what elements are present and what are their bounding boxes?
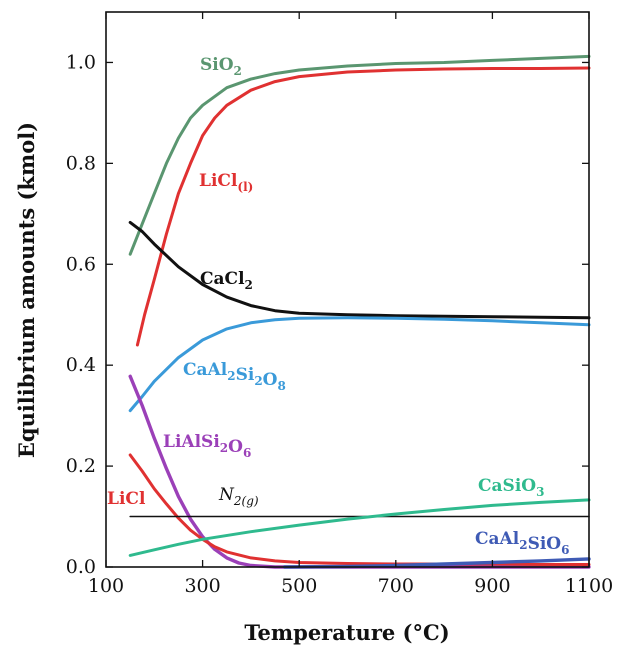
series-label-subscript: (l) [237, 180, 253, 194]
series-label-subscript: 6 [243, 446, 251, 460]
series-label-text: CaAl [183, 360, 228, 380]
series-line-2 [128, 220, 591, 320]
y-tick-label: 0.0 [66, 556, 96, 578]
axes-layer [105, 11, 590, 568]
series-label-1: LiCl(l) [199, 171, 253, 194]
series-label-subscript: 2 [227, 369, 235, 383]
series-label-subscript: 8 [277, 379, 285, 393]
y-tick-label: 1.0 [66, 51, 96, 73]
series-label-text: CaAl [475, 529, 520, 549]
y-tick-label: 0.2 [66, 455, 96, 477]
series-label-text: SiO [200, 55, 234, 75]
x-tick-label: 100 [88, 575, 124, 597]
series-label-8: CaAl2SiO6 [475, 529, 569, 557]
series-label-subscript: 6 [561, 543, 569, 557]
x-tick-label: 300 [184, 575, 220, 597]
series-line-4 [128, 374, 591, 569]
series-label-3: CaAl2Si2O8 [183, 360, 286, 393]
series-label-subscript: 2 [245, 278, 253, 292]
x-tick-label: 700 [378, 575, 414, 597]
series-label-subscript: 2 [254, 374, 262, 388]
x-axis-title: Temperature (°C) [244, 620, 449, 645]
series-label-4: LiAlSi2O6 [163, 432, 251, 460]
series-line-7 [128, 498, 591, 557]
series-line-0 [128, 54, 591, 256]
series-label-text: LiCl [107, 489, 146, 509]
series-label-subscript: 2(g) [233, 494, 259, 508]
series-label-subscript: 2 [519, 538, 527, 552]
series-label-text: O [263, 370, 278, 390]
series-label-text: CaSiO [478, 476, 536, 496]
series-label-subscript: 3 [536, 485, 544, 499]
series-label-subscript: 2 [220, 441, 228, 455]
x-tick-label: 1100 [565, 575, 613, 597]
series-label-text: N [218, 485, 235, 505]
series-label-5: LiCl [107, 489, 146, 509]
labels-layer: Temperature (°C) Equilibrium amounts (km… [14, 55, 569, 645]
y-tick-label: 0.4 [66, 354, 96, 376]
series-label-0: SiO2 [200, 55, 242, 78]
series-line-1 [135, 66, 591, 347]
series-label-text: LiCl [199, 171, 238, 191]
series-label-text: LiAlSi [163, 432, 220, 452]
series-label-text: Si [236, 365, 255, 385]
ticks-layer: 100 300 500 700 900 1100 0.0 0.2 0.4 0.6 0.8 1.0 [66, 12, 613, 597]
series-label-2: CaCl2 [200, 269, 253, 292]
plot-frame [105, 11, 590, 568]
series-label-6: N2(g) [218, 485, 259, 508]
x-tick-label: 900 [474, 575, 510, 597]
y-tick-label: 0.6 [66, 253, 96, 275]
series-layer [128, 54, 591, 569]
series-line-3 [128, 316, 591, 413]
series-label-7: CaSiO3 [478, 476, 544, 499]
series-label-text: CaCl [200, 269, 245, 289]
series-label-subscript: 2 [234, 64, 242, 78]
y-axis-title: Equilibrium amounts (kmol) [14, 122, 39, 458]
series-label-text: SiO [528, 534, 562, 554]
series-label-text: O [228, 437, 243, 457]
y-tick-label: 0.8 [66, 152, 96, 174]
x-tick-label: 500 [281, 575, 317, 597]
